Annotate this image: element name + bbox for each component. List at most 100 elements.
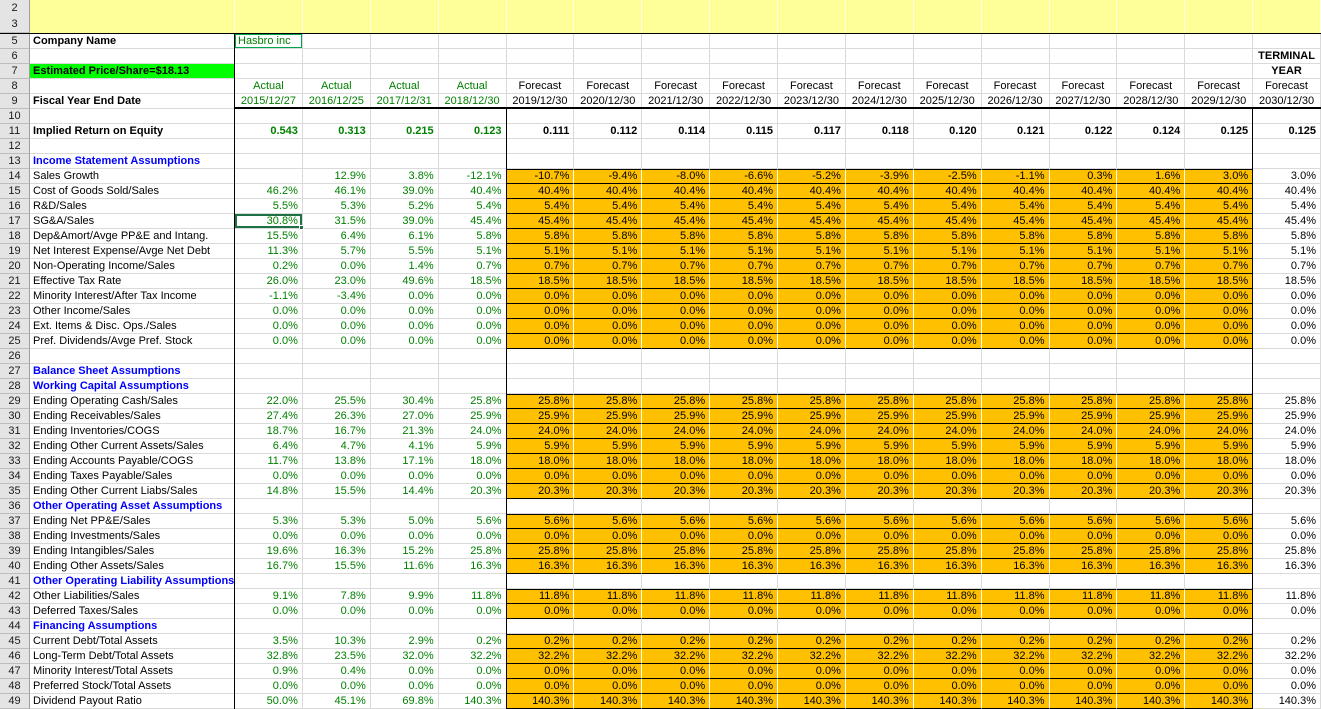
cell-actual[interactable]: 0.0% [438, 304, 507, 319]
cell-actual[interactable]: 5.1% [438, 244, 507, 259]
cell-forecast[interactable]: 18.5% [710, 274, 778, 289]
sheet-cell[interactable] [1185, 139, 1254, 154]
cell-forecast[interactable]: 0.2% [574, 634, 643, 649]
cell-forecast[interactable]: 32.2% [778, 649, 846, 664]
row-label[interactable]: Long-Term Debt/Total Assets [30, 649, 235, 664]
cell-terminal[interactable]: 11.8% [1253, 589, 1321, 604]
cell-actual[interactable]: 0.0% [438, 664, 507, 679]
cell-forecast[interactable]: 0.0% [981, 289, 1050, 304]
sheet-cell[interactable] [778, 16, 846, 33]
cell-forecast[interactable]: 20.3% [710, 484, 778, 499]
sheet-cell[interactable] [506, 34, 575, 49]
cell-actual[interactable]: 6.4% [302, 229, 371, 244]
cell-actual[interactable]: 16.3% [302, 544, 371, 559]
cell-forecast[interactable]: 40.4% [1049, 184, 1118, 199]
sheet-cell[interactable] [235, 574, 303, 589]
cell-forecast[interactable]: 140.3% [506, 694, 575, 709]
cell-terminal[interactable]: 18.0% [1253, 454, 1321, 469]
cell-forecast[interactable]: 18.0% [710, 454, 778, 469]
cell-actual[interactable]: 40.4% [438, 184, 507, 199]
cell-forecast[interactable]: 16.3% [506, 559, 575, 574]
sheet-cell[interactable] [370, 109, 439, 124]
sheet-cell[interactable] [913, 364, 982, 379]
cell-forecast[interactable]: 25.9% [506, 409, 575, 424]
cell-forecast[interactable]: 24.0% [710, 424, 778, 439]
cell-terminal[interactable]: 24.0% [1253, 424, 1321, 439]
cell-forecast[interactable]: 0.0% [1117, 679, 1186, 694]
cell-actual[interactable]: 15.5% [302, 559, 371, 574]
sheet-cell[interactable] [574, 64, 643, 79]
sheet-cell[interactable] [1185, 379, 1254, 394]
row-label[interactable]: Other Liabilities/Sales [30, 589, 235, 604]
row-header-3[interactable]: 3 [0, 16, 30, 33]
cell-forecast[interactable]: 45.4% [1049, 214, 1118, 229]
cell-forecast[interactable]: 0.0% [913, 664, 982, 679]
sheet-cell[interactable] [1117, 619, 1186, 634]
cell-forecast[interactable]: 5.8% [1185, 229, 1254, 244]
cell-forecast[interactable]: 0.0% [845, 664, 914, 679]
cell-terminal[interactable]: 5.4% [1253, 199, 1321, 214]
row-header-39[interactable]: 39 [0, 544, 30, 559]
col-type-header[interactable]: Forecast [1117, 79, 1186, 94]
cell-actual[interactable]: 14.4% [370, 484, 439, 499]
cell-forecast[interactable]: 0.0% [913, 469, 982, 484]
cell-terminal[interactable]: 0.0% [1253, 334, 1321, 349]
cell-actual[interactable]: 39.0% [370, 184, 439, 199]
cell-forecast[interactable]: 0.0% [845, 604, 914, 619]
cell-forecast[interactable]: 25.8% [642, 394, 711, 409]
sheet-cell[interactable] [302, 499, 371, 514]
cell-forecast[interactable]: 0.0% [1185, 319, 1254, 334]
cell-forecast[interactable]: 16.3% [574, 559, 643, 574]
sheet-cell[interactable] [913, 154, 982, 169]
sheet-cell[interactable] [1117, 49, 1186, 64]
sheet-cell[interactable] [506, 139, 575, 154]
cell-terminal[interactable]: 0.0% [1253, 529, 1321, 544]
sheet-cell[interactable] [778, 349, 846, 364]
cell-forecast[interactable]: 25.8% [574, 544, 643, 559]
row-label[interactable]: Minority Interest/Total Assets [30, 664, 235, 679]
cell-forecast[interactable]: 0.0% [845, 319, 914, 334]
col-type-header[interactable]: Forecast [913, 79, 982, 94]
cell-forecast[interactable]: 5.1% [1185, 244, 1254, 259]
sheet-cell[interactable] [1185, 154, 1254, 169]
row-header-2[interactable]: 2 [0, 0, 30, 17]
cell-actual[interactable]: 5.5% [235, 199, 303, 214]
sheet-cell[interactable] [302, 379, 371, 394]
sheet-cell[interactable] [438, 139, 507, 154]
cell-forecast[interactable]: 0.0% [981, 679, 1050, 694]
sheet-cell[interactable] [438, 64, 507, 79]
sheet-cell[interactable] [1185, 16, 1254, 33]
cell-actual[interactable]: 0.9% [235, 664, 303, 679]
sheet-cell[interactable] [710, 364, 778, 379]
sheet-cell[interactable] [1253, 154, 1321, 169]
cell-terminal[interactable]: 16.3% [1253, 559, 1321, 574]
section-label[interactable]: Working Capital Assumptions [30, 379, 235, 394]
cell-actual[interactable]: 49.6% [370, 274, 439, 289]
cell-forecast[interactable]: 0.0% [506, 289, 575, 304]
sheet-cell[interactable] [370, 34, 439, 49]
cell-forecast[interactable]: 0.0% [642, 529, 711, 544]
cell-forecast[interactable]: 0.2% [778, 634, 846, 649]
cell-forecast[interactable]: 5.8% [778, 229, 846, 244]
sheet-cell[interactable] [913, 16, 982, 33]
cell-forecast[interactable]: 0.2% [506, 634, 575, 649]
sheet-cell[interactable] [981, 109, 1050, 124]
cell-forecast[interactable]: 45.4% [642, 214, 711, 229]
sheet-cell[interactable] [506, 154, 575, 169]
roe-value[interactable]: 0.543 [235, 124, 303, 139]
sheet-cell[interactable] [30, 349, 235, 364]
cell-forecast[interactable]: 45.4% [710, 214, 778, 229]
roe-value[interactable]: 0.313 [302, 124, 371, 139]
cell-actual[interactable]: 0.0% [370, 529, 439, 544]
sheet-cell[interactable] [506, 574, 575, 589]
cell-forecast[interactable]: 140.3% [1117, 694, 1186, 709]
cell-terminal[interactable]: 32.2% [1253, 649, 1321, 664]
sheet-cell[interactable] [1117, 0, 1186, 17]
row-label[interactable]: Ending Investments/Sales [30, 529, 235, 544]
cell-forecast[interactable]: 0.0% [913, 529, 982, 544]
cell-actual[interactable]: 6.1% [370, 229, 439, 244]
row-header-23[interactable]: 23 [0, 304, 30, 319]
sheet-cell[interactable] [981, 379, 1050, 394]
sheet-cell[interactable] [370, 64, 439, 79]
cell-forecast[interactable]: 24.0% [574, 424, 643, 439]
